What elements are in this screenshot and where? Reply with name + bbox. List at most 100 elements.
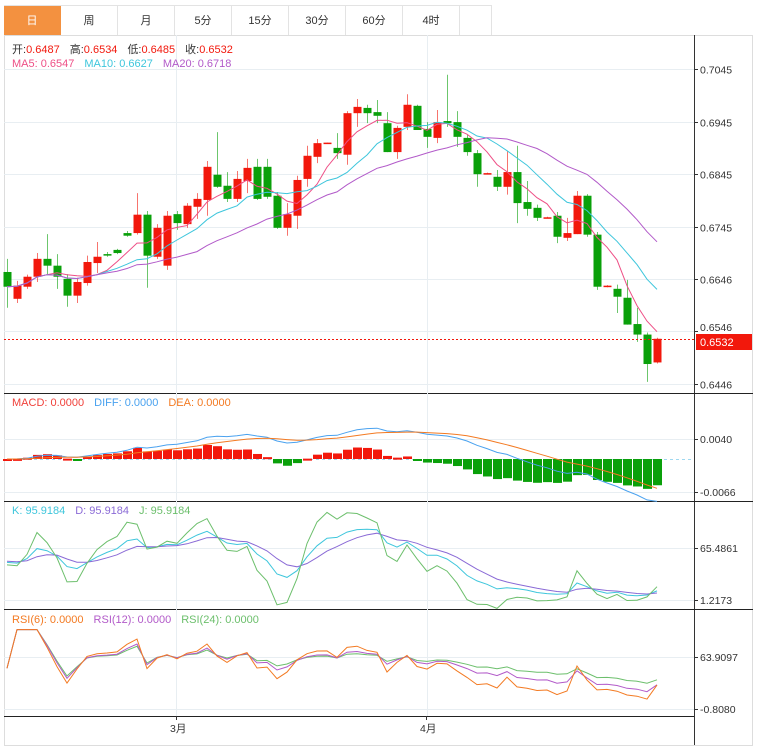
k-legend: K: 95.9184 (12, 505, 65, 517)
candle-body (503, 172, 512, 187)
candle-body (493, 176, 502, 187)
candle-body (573, 195, 582, 235)
candle-body (523, 202, 532, 209)
macd-bar (103, 454, 112, 459)
candle (353, 98, 362, 127)
candle (273, 192, 282, 229)
macd-legend-row: MACD: 0.0000 DIFF: 0.0000 DEA: 0.0000 (12, 397, 231, 409)
candle-body (413, 105, 422, 131)
candle (113, 248, 122, 255)
d-line (6, 532, 658, 595)
candle-body (443, 121, 452, 124)
candle (253, 158, 262, 200)
candle-body (83, 261, 92, 284)
macd-bar (213, 446, 222, 459)
candle-body (133, 214, 142, 234)
candle (383, 112, 392, 153)
high-label: 高: (70, 42, 84, 56)
candle (303, 145, 312, 187)
candle (363, 104, 372, 124)
price-tick-label: 0.6945 (700, 118, 732, 130)
macd-bar (13, 458, 22, 461)
candle-body (613, 288, 622, 297)
macd-bar (623, 459, 632, 486)
candle-body (33, 258, 42, 277)
candle (633, 307, 642, 342)
candle-body (73, 281, 82, 296)
macd-bar (433, 459, 442, 464)
candle (483, 172, 492, 175)
rsi-tick-label: -0.8080 (700, 704, 736, 716)
macd-bar (163, 449, 172, 459)
macd-bar (323, 452, 332, 459)
candle (203, 161, 212, 216)
low-value: 0.6485 (142, 44, 176, 56)
candle-body (103, 254, 112, 256)
candle (573, 191, 582, 235)
macd-bar (143, 451, 152, 459)
candle-body (583, 195, 592, 235)
diff-line (6, 427, 658, 502)
rsi24-line (6, 629, 658, 684)
close-label: 收: (185, 42, 199, 56)
candle (53, 254, 62, 289)
macd-bar (63, 458, 72, 461)
current-price-label: 0.6532 (700, 337, 734, 349)
candle (173, 210, 182, 230)
macd-bar (273, 459, 282, 464)
kdj-panel (6, 511, 658, 609)
candle (23, 274, 32, 289)
candle-body (303, 155, 312, 179)
macd-tick-label: 0.0040 (700, 434, 732, 446)
candle (3, 258, 12, 308)
candle (243, 158, 252, 194)
price-tick-label: 0.6546 (700, 322, 732, 334)
ma10-legend: MA10: 0.6627 (84, 58, 153, 70)
candle (323, 142, 332, 145)
price-tick-label: 0.6845 (700, 170, 732, 182)
close-value: 0.6532 (199, 44, 233, 56)
ma20-line (6, 137, 658, 288)
macd-bar (223, 449, 232, 459)
macd-bar (183, 449, 192, 459)
candle (193, 193, 202, 219)
macd-bar (33, 454, 42, 459)
macd-bar (463, 459, 472, 470)
macd-bar (303, 458, 312, 461)
candle-body (53, 265, 62, 277)
candle-body (553, 215, 562, 237)
macd-bar (333, 453, 342, 459)
chart-frame (4, 35, 753, 746)
candle (283, 203, 292, 236)
macd-bar (593, 459, 602, 481)
candle (213, 132, 222, 188)
price-tick-label: 0.6745 (700, 223, 732, 235)
candle (473, 149, 482, 187)
candle-body (313, 143, 322, 157)
candle-body (353, 106, 362, 114)
kdj-tick-label: 65.4861 (700, 543, 738, 555)
candle-body (433, 122, 442, 138)
candle-body (343, 113, 352, 155)
candle (93, 242, 102, 274)
macd-bar (243, 449, 252, 459)
candle (313, 138, 322, 164)
ma-legend: MA5: 0.6547 MA10: 0.6627 MA20: 0.6718 (12, 58, 231, 70)
candle (233, 171, 242, 203)
rsi-legend-row: RSI(6): 0.0000 RSI(12): 0.0000 RSI(24): 0.… (12, 614, 259, 626)
candle-body (223, 185, 232, 199)
ma5-line (6, 119, 658, 333)
ma5-legend: MA5: 0.6547 (12, 58, 74, 70)
macd-bar (403, 456, 412, 459)
rsi24-legend: RSI(24): 0.0000 (181, 614, 259, 626)
candle-body (273, 195, 282, 228)
candle (593, 232, 602, 290)
macd-bar (293, 459, 302, 464)
candle (443, 74, 452, 127)
candle (73, 277, 82, 304)
macd-bar (393, 457, 402, 460)
rsi-tick-label: 63.9097 (700, 652, 738, 664)
candle (343, 111, 352, 165)
candle (133, 193, 142, 235)
